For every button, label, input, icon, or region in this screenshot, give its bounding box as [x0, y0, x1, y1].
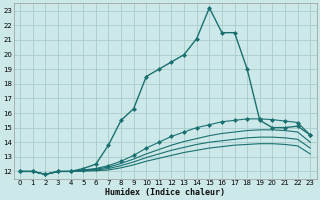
- X-axis label: Humidex (Indice chaleur): Humidex (Indice chaleur): [105, 188, 225, 197]
